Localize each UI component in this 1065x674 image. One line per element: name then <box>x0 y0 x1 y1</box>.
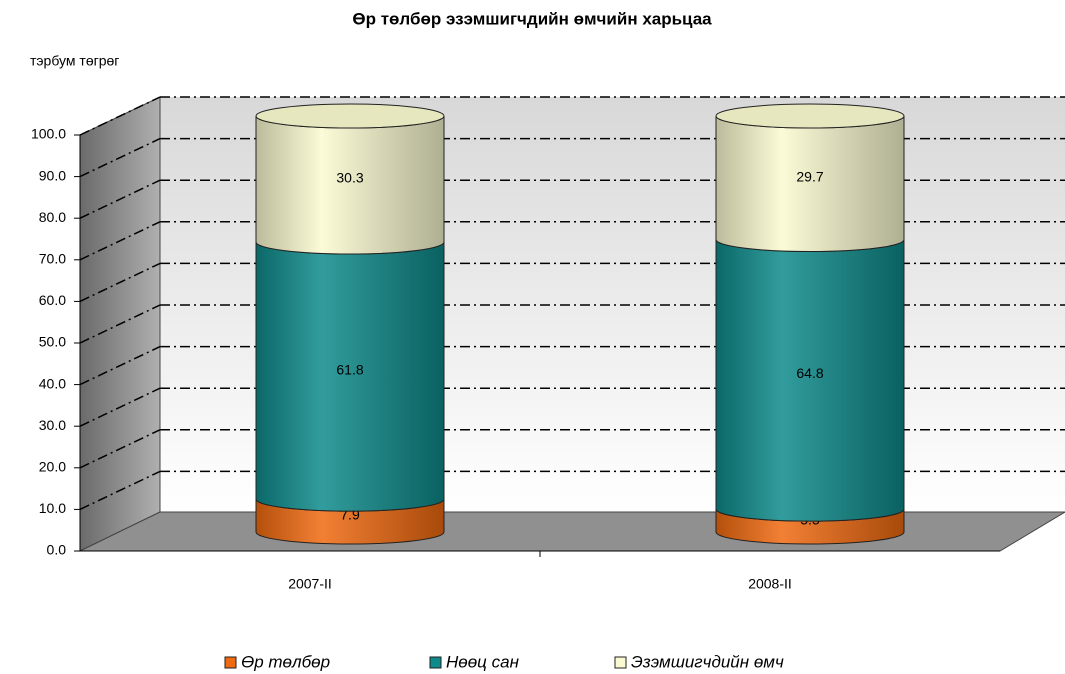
legend-label: Өр төлбөр <box>241 652 330 671</box>
grid-line <box>79 221 161 261</box>
y-tick-label: 20.0 <box>39 459 66 475</box>
grid-line <box>79 96 161 136</box>
y-tick-label: 30.0 <box>39 417 66 433</box>
legend: Өр төлбөр Нөөц сан Эзэмшигчдийн өмч <box>224 652 784 671</box>
y-tick-label: 80.0 <box>39 209 66 225</box>
value-label: 64.8 <box>796 365 823 381</box>
y-tick-label: 90.0 <box>39 167 66 183</box>
bar-top <box>255 103 445 129</box>
legend-swatch <box>224 656 237 669</box>
grid-line <box>79 137 161 178</box>
grid-line <box>79 429 161 469</box>
y-tick-label: 10.0 <box>39 500 66 516</box>
y-tick-label: 40.0 <box>39 375 66 391</box>
bar-top <box>715 103 905 129</box>
legend-label: Нөөц сан <box>446 652 520 671</box>
y-tick-label: 100.0 <box>31 126 66 142</box>
value-label: 29.7 <box>796 168 823 184</box>
y-tick-label: 50.0 <box>39 334 66 350</box>
grid-line <box>79 345 161 386</box>
floor <box>79 511 1065 552</box>
legend-swatch <box>614 656 627 669</box>
grid <box>79 96 1065 511</box>
x-tick-label: 2007-II <box>288 576 332 592</box>
y-axis-label: тэрбум төгрөг <box>30 53 119 69</box>
grid-line <box>79 387 161 427</box>
bars: 7.961.830.35.564.829.7 <box>255 103 905 545</box>
value-label: 30.3 <box>336 170 363 186</box>
grid-line <box>79 179 161 219</box>
y-tick-label: 60.0 <box>39 292 66 308</box>
chart-title: Өр төлбөр эзэмшигчдийн өмчийн харьцаа <box>352 9 712 28</box>
value-label: 61.8 <box>336 361 363 377</box>
y-tick-label: 0.0 <box>47 542 67 558</box>
grid-line <box>79 304 161 344</box>
legend-label: Эзэмшигчдийн өмч <box>631 652 784 671</box>
legend-swatch <box>429 656 442 669</box>
x-tick-label: 2008-II <box>748 576 792 592</box>
y-tick-label: 70.0 <box>39 251 66 267</box>
grid-line <box>79 470 161 511</box>
grid-line <box>79 262 161 303</box>
